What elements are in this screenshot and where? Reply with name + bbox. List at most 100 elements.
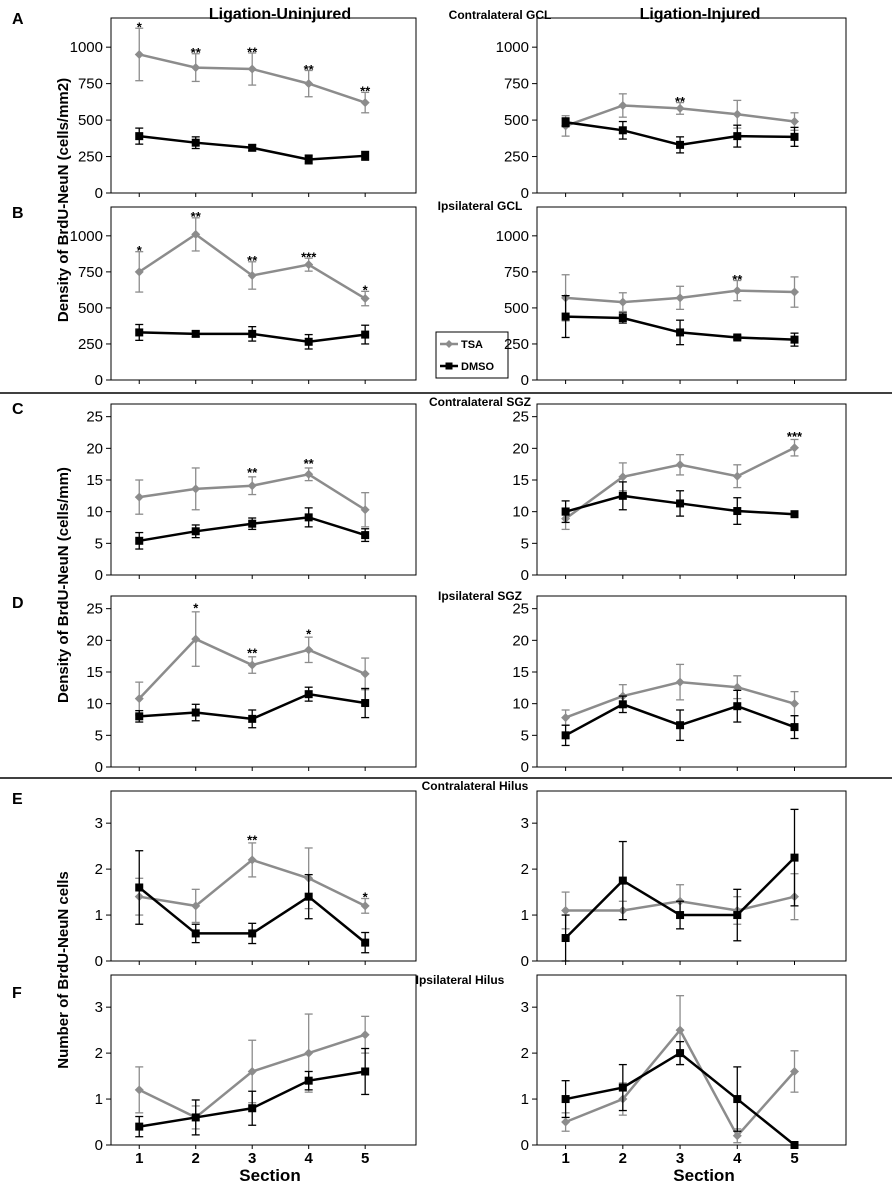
data-point-tsa: [191, 634, 201, 644]
data-point-dmso: [733, 507, 742, 516]
y-tick-label: 750: [504, 264, 529, 281]
significance-marker: **: [675, 94, 686, 109]
y-tick-label: 0: [521, 185, 529, 202]
y-tick-label: 5: [95, 727, 103, 744]
data-point-dmso: [191, 527, 200, 536]
plot-frame: [536, 403, 847, 576]
y-tick-label: 15: [86, 664, 103, 681]
y-tick-label: 1000: [70, 39, 103, 56]
y-tick-label: 0: [521, 567, 529, 584]
data-point-tsa: [304, 1048, 314, 1058]
data-point-dmso: [248, 519, 257, 528]
y-tick-label: 1000: [496, 39, 529, 56]
series-dmso: [135, 323, 370, 350]
chart-panel-6-injured: 0 5 10 15 20 25 ***: [512, 403, 847, 584]
legend: TSA DMSO: [435, 331, 509, 379]
data-point-dmso: [361, 699, 370, 708]
y-tick-label: 25: [86, 601, 103, 618]
column-title-uninjured: Ligation-Uninjured: [209, 6, 351, 23]
row-title-contralateral-sgz: Contralateral SGZ: [429, 395, 531, 409]
data-point-dmso: [135, 328, 144, 337]
plot-frame: [536, 595, 847, 768]
y-tick-label: 250: [78, 336, 103, 353]
data-point-tsa: [732, 471, 742, 481]
y-axis-label-sgz: Density of BrdU-NeuN (cells/mm): [55, 467, 72, 703]
significance-marker: **: [247, 44, 258, 59]
y-tick-label: 2: [95, 1045, 103, 1062]
data-point-dmso: [248, 329, 257, 338]
chart-panel-10-injured: 0 1 2 3: [521, 790, 847, 970]
data-point-dmso: [790, 510, 799, 519]
x-axis-label-left: Section: [239, 1166, 300, 1185]
y-tick-label: 1000: [70, 228, 103, 245]
series-dmso: [561, 481, 799, 525]
y-tick-label: 20: [512, 440, 529, 457]
significance-marker: ***: [301, 249, 317, 264]
row-title-ipsilateral-gcl: Ipsilateral GCL: [438, 199, 523, 213]
y-tick-label: 10: [86, 696, 103, 713]
series-dmso: [561, 117, 799, 154]
data-point-tsa: [675, 103, 685, 113]
data-point-tsa: [191, 901, 201, 911]
data-point-dmso: [135, 536, 144, 545]
data-point-tsa: [675, 1025, 685, 1035]
x-tick-label: 5: [790, 1150, 798, 1167]
y-tick-label: 2: [95, 861, 103, 878]
panel-label-e: E: [12, 791, 23, 808]
significance-marker: *: [363, 283, 369, 298]
y-tick-label: 0: [95, 567, 103, 584]
y-tick-label: 10: [512, 504, 529, 521]
y-tick-label: 5: [95, 535, 103, 552]
data-point-dmso: [304, 513, 313, 522]
data-point-dmso: [790, 853, 799, 862]
plot-frame: [110, 790, 417, 962]
data-point-tsa: [675, 677, 685, 687]
data-point-dmso: [618, 876, 627, 885]
data-point-dmso: [191, 1113, 200, 1122]
plot-frame: [110, 403, 417, 576]
data-point-dmso: [790, 723, 799, 732]
y-tick-label: 1: [95, 907, 103, 924]
data-point-tsa: [360, 98, 370, 108]
significance-marker: ***: [787, 429, 803, 444]
chart-panel-5-uninjured: 0 5 10 15 20 25 ** **: [86, 403, 417, 584]
chart-panel-2-injured: 0 250 500 750 1000 **: [496, 17, 847, 202]
y-tick-label: 20: [86, 440, 103, 457]
data-point-dmso: [304, 155, 313, 164]
y-tick-label: 500: [504, 112, 529, 129]
y-tick-label: 750: [78, 264, 103, 281]
data-point-dmso: [135, 132, 144, 141]
data-point-tsa: [790, 699, 799, 709]
data-point-dmso: [618, 314, 627, 323]
y-tick-label: 500: [78, 300, 103, 317]
data-point-dmso: [676, 499, 685, 508]
legend-tsa-marker: [445, 340, 453, 348]
panel-label-b: B: [12, 205, 24, 222]
y-tick-label: 1: [521, 907, 529, 924]
y-axis-label-gcl: Density of BrdU-NeuN (cells/mm2): [55, 78, 72, 322]
y-tick-label: 2: [521, 1045, 529, 1062]
data-point-tsa: [191, 229, 201, 239]
series-dmso: [135, 127, 370, 165]
data-point-dmso: [733, 132, 742, 141]
significance-marker: **: [247, 465, 258, 480]
data-point-dmso: [618, 700, 627, 709]
data-point-tsa: [134, 492, 144, 502]
data-point-tsa: [304, 645, 314, 655]
y-tick-label: 25: [86, 409, 103, 426]
data-point-dmso: [191, 708, 200, 717]
data-point-tsa: [134, 267, 144, 277]
series-dmso: [135, 507, 370, 550]
data-point-dmso: [248, 1104, 257, 1113]
data-point-tsa: [561, 1117, 571, 1127]
data-point-dmso: [248, 143, 257, 152]
y-tick-label: 500: [78, 112, 103, 129]
significance-marker: **: [360, 84, 371, 99]
y-tick-label: 3: [95, 999, 103, 1016]
series-dmso: [135, 850, 370, 954]
y-tick-label: 10: [86, 504, 103, 521]
data-point-tsa: [360, 505, 370, 515]
y-tick-label: 3: [521, 815, 529, 832]
